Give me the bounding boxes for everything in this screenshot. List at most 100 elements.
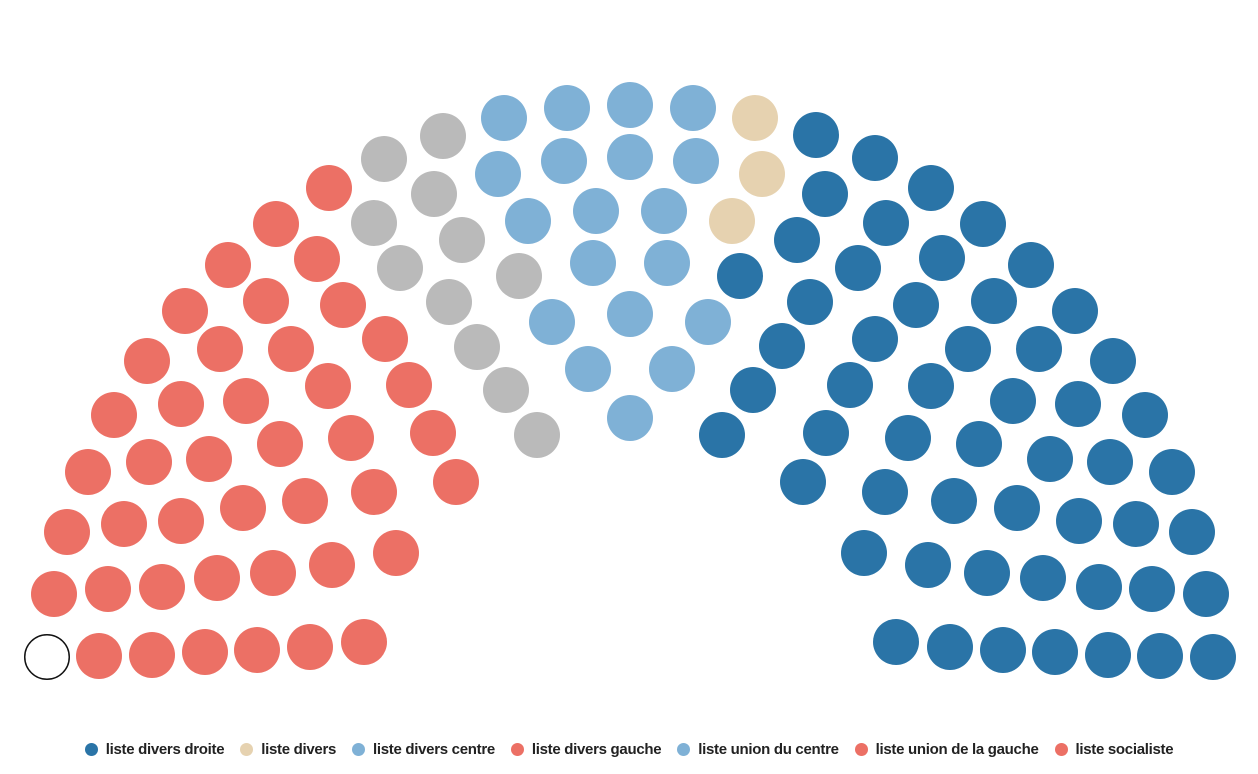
legend-item-divers: liste divers (240, 741, 336, 758)
seat-red (129, 632, 175, 678)
seat-gray (426, 279, 472, 325)
legend-dot-icon (84, 742, 98, 756)
seat-red (253, 201, 299, 247)
seat-red (351, 469, 397, 515)
seat-lightblue (570, 240, 616, 286)
seat-beige (739, 151, 785, 197)
seat-empty (24, 634, 70, 680)
seat-lightblue (641, 188, 687, 234)
seat-darkblue (945, 326, 991, 372)
seat-red (268, 326, 314, 372)
seat-darkblue (908, 363, 954, 409)
seat-darkblue (873, 619, 919, 665)
seat-lightblue (685, 299, 731, 345)
seat-red (162, 288, 208, 334)
seat-darkblue (1169, 509, 1215, 555)
seat-darkblue (717, 253, 763, 299)
seat-darkblue (1087, 439, 1133, 485)
seat-darkblue (835, 245, 881, 291)
seat-red (205, 242, 251, 288)
seat-darkblue (802, 171, 848, 217)
seat-darkblue (1056, 498, 1102, 544)
seat-red (373, 530, 419, 576)
seat-darkblue (960, 201, 1006, 247)
legend-dot-icon (352, 742, 366, 756)
seat-darkblue (1149, 449, 1195, 495)
seat-darkblue (699, 412, 745, 458)
seat-darkblue (827, 362, 873, 408)
seat-red (124, 338, 170, 384)
seat-red (410, 410, 456, 456)
seat-red (194, 555, 240, 601)
seat-lightblue (673, 138, 719, 184)
seat-darkblue (893, 282, 939, 328)
seat-darkblue (730, 367, 776, 413)
seat-lightblue (475, 151, 521, 197)
seat-red (294, 236, 340, 282)
seat-darkblue (793, 112, 839, 158)
seat-red (243, 278, 289, 324)
seat-darkblue (1190, 634, 1236, 680)
seat-gray (361, 136, 407, 182)
seat-darkblue (964, 550, 1010, 596)
seat-darkblue (841, 530, 887, 576)
seat-darkblue (1129, 566, 1175, 612)
seat-darkblue (980, 627, 1026, 673)
seat-red (257, 421, 303, 467)
seat-darkblue (885, 415, 931, 461)
seat-darkblue (1183, 571, 1229, 617)
seat-gray (483, 367, 529, 413)
legend: liste divers droite liste divers liste d… (0, 736, 1258, 762)
seat-lightblue (544, 85, 590, 131)
legend-label: liste union du centre (698, 740, 839, 758)
seat-darkblue (862, 469, 908, 515)
seat-darkblue (1008, 242, 1054, 288)
seat-red (197, 326, 243, 372)
seat-red (31, 571, 77, 617)
seat-darkblue (1027, 436, 1073, 482)
seat-darkblue (852, 316, 898, 362)
seat-darkblue (1090, 338, 1136, 384)
seat-lightblue (607, 134, 653, 180)
seat-red (76, 633, 122, 679)
seat-beige (709, 198, 755, 244)
seat-lightblue (670, 85, 716, 131)
legend-item-union-du-centre: liste union du centre (677, 740, 839, 758)
legend-dot-icon (510, 742, 524, 756)
seat-gray (439, 217, 485, 263)
seat-red (186, 436, 232, 482)
seat-darkblue (1122, 392, 1168, 438)
seat-lightblue (529, 299, 575, 345)
seat-red (220, 485, 266, 531)
seat-darkblue (1052, 288, 1098, 334)
seat-darkblue (780, 459, 826, 505)
seat-gray (496, 253, 542, 299)
seat-lightblue (607, 395, 653, 441)
seat-red (287, 624, 333, 670)
seat-darkblue (1076, 564, 1122, 610)
seat-darkblue (1137, 633, 1183, 679)
seat-red (282, 478, 328, 524)
seat-gray (454, 324, 500, 370)
seat-lightblue (481, 95, 527, 141)
seat-lightblue (505, 198, 551, 244)
seat-lightblue (607, 82, 653, 128)
seat-darkblue (852, 135, 898, 181)
legend-label: liste union de la gauche (875, 740, 1039, 758)
seat-red (306, 165, 352, 211)
seat-lightblue (649, 346, 695, 392)
seat-darkblue (774, 217, 820, 263)
legend-item-divers-droite: liste divers droite (84, 741, 225, 758)
seat-gray (377, 245, 423, 291)
seat-darkblue (990, 378, 1036, 424)
seat-darkblue (1085, 632, 1131, 678)
legend-item-union-de-la-gauche: liste union de la gauche (854, 740, 1039, 758)
seat-gray (514, 412, 560, 458)
seat-lightblue (644, 240, 690, 286)
seat-red (309, 542, 355, 588)
seat-red (44, 509, 90, 555)
seat-red (101, 501, 147, 547)
seat-red (250, 550, 296, 596)
seat-red (305, 363, 351, 409)
